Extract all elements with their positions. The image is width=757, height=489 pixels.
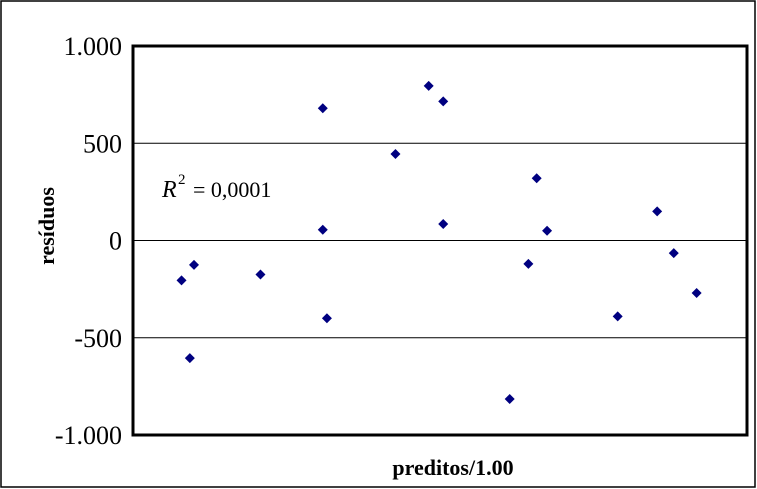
data-point (176, 275, 187, 286)
data-point (504, 394, 515, 405)
data-point (423, 80, 434, 91)
y-tick-label: -500 (74, 324, 122, 353)
r-squared-value: = 0,0001 (193, 177, 271, 202)
data-point (321, 313, 332, 324)
data-point (317, 103, 328, 114)
gridlines (133, 142, 747, 339)
data-point (531, 173, 542, 184)
data-point (691, 288, 702, 299)
plot-border (131, 44, 749, 437)
data-points (176, 80, 702, 405)
y-tick-label: 500 (83, 129, 122, 158)
data-point (523, 258, 534, 269)
data-point (189, 259, 199, 270)
y-tick-labels: 1.000 500 0 -500 -1.000 (55, 32, 122, 450)
data-point (612, 311, 623, 322)
data-point (317, 224, 328, 235)
r-symbol: R (161, 177, 177, 203)
data-point (438, 96, 449, 107)
y-tick-label: -1.000 (55, 421, 122, 450)
x-axis-label: preditos/1.00 (392, 455, 513, 480)
data-point (184, 353, 195, 364)
y-tick-label: 1.000 (64, 32, 123, 61)
y-axis-label: resíduos (34, 187, 59, 265)
y-tick-label: 0 (109, 227, 122, 256)
r-exponent: 2 (178, 172, 186, 188)
data-point (390, 148, 401, 159)
data-point (438, 218, 449, 229)
data-point (652, 206, 663, 217)
r-squared-annotation: R 2 = 0,0001 (161, 172, 271, 203)
data-point (542, 225, 553, 236)
plot-area (131, 44, 749, 437)
data-point (255, 269, 266, 280)
data-point (668, 248, 679, 259)
